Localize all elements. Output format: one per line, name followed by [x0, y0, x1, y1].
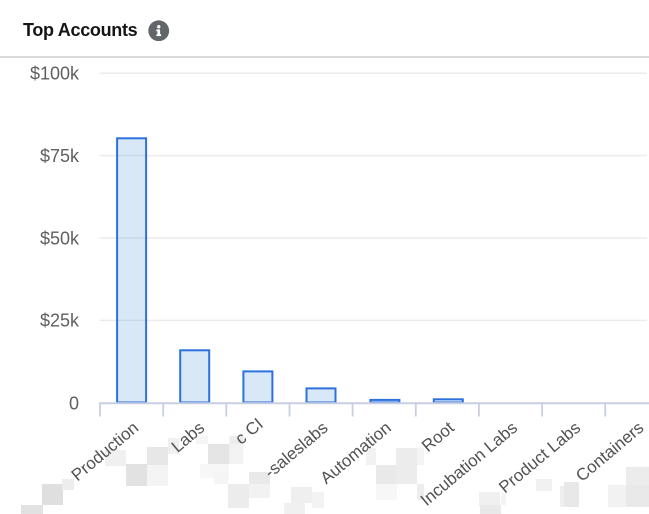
svg-text:Root: Root	[418, 418, 458, 456]
svg-text:$100k: $100k	[30, 64, 80, 84]
svg-text:$25k: $25k	[40, 311, 80, 331]
svg-text:$50k: $50k	[40, 228, 80, 248]
svg-text:0: 0	[69, 394, 79, 414]
svg-text:$75k: $75k	[40, 146, 80, 166]
